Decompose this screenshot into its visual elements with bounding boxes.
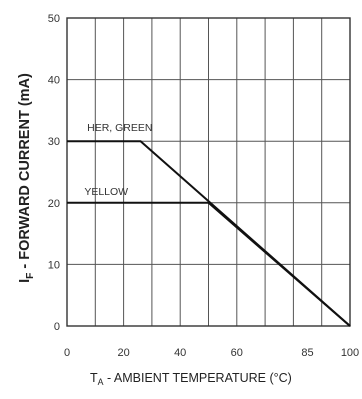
series-line-2 (67, 201, 351, 327)
y-tick-label: 50 (48, 13, 60, 25)
x-axis-title-text: - AMBIENT TEMPERATURE (°C) (103, 371, 292, 385)
x-tick-label: 0 (64, 347, 70, 359)
series-label-2: YELLOW (84, 186, 128, 198)
x-axis-title-subscript: A (97, 377, 104, 388)
plot-frame (66, 17, 351, 327)
x-axis-title-symbol: T (90, 371, 98, 385)
y-tick-label: 0 (54, 321, 60, 333)
x-tick-label: 20 (117, 347, 129, 359)
x-tick-label: 60 (231, 347, 243, 359)
tick-layer: 0 10 20 30 40 50 0 20 40 60 85 100 (48, 13, 359, 359)
x-tick-label: 100 (341, 347, 359, 359)
y-tick-label: 40 (48, 75, 60, 87)
x-axis-title: TA - AMBIENT TEMPERATURE (°C) (90, 371, 292, 388)
x-tick-label: 85 (301, 347, 313, 359)
grid-layer (66, 17, 351, 327)
y-tick-label: 10 (48, 259, 60, 271)
label-layer: HER, GREEN YELLOW (84, 122, 152, 198)
y-tick-label: 30 (48, 136, 60, 148)
series-layer (67, 140, 351, 327)
series-label-1: HER, GREEN (87, 122, 152, 134)
y-tick-label: 20 (48, 198, 60, 210)
x-tick-label: 40 (174, 347, 186, 359)
